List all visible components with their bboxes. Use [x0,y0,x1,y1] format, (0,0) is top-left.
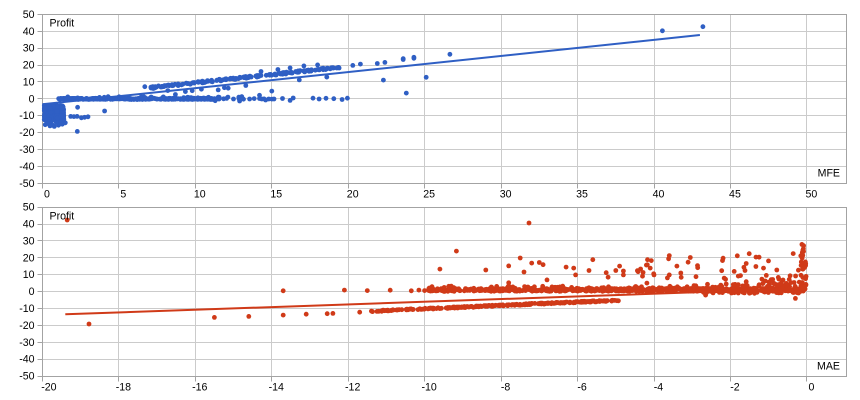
svg-text:Profit: Profit [50,18,75,30]
svg-text:-20: -20 [19,127,34,139]
svg-text:40: 40 [23,26,35,38]
svg-text:-30: -30 [19,337,34,349]
svg-text:-4: -4 [654,381,664,393]
svg-text:20: 20 [23,252,35,264]
svg-text:10: 10 [23,269,35,281]
svg-text:5: 5 [120,189,126,201]
svg-text:0: 0 [808,381,814,393]
svg-text:20: 20 [347,189,359,201]
svg-text:-10: -10 [19,110,34,122]
svg-text:-16: -16 [192,381,207,393]
svg-text:MAE: MAE [817,361,840,373]
svg-text:25: 25 [423,189,435,201]
svg-text:-10: -10 [421,381,436,393]
svg-text:-2: -2 [730,381,740,393]
svg-text:Profit: Profit [50,210,75,222]
svg-text:-50: -50 [19,178,34,190]
svg-text:0: 0 [29,93,35,105]
svg-text:-40: -40 [19,161,34,173]
svg-text:-12: -12 [345,381,360,393]
svg-text:-20: -20 [19,320,34,332]
svg-text:30: 30 [23,235,35,247]
svg-text:0: 0 [29,286,35,298]
svg-text:MFE: MFE [818,168,840,180]
svg-text:-30: -30 [19,144,34,156]
svg-text:10: 10 [23,76,35,88]
svg-text:15: 15 [270,189,282,201]
svg-text:20: 20 [23,60,35,72]
svg-text:30: 30 [500,189,512,201]
svg-text:40: 40 [23,219,35,231]
svg-text:10: 10 [194,189,206,201]
svg-text:-50: -50 [19,371,34,383]
svg-text:30: 30 [23,43,35,55]
svg-text:-18: -18 [116,381,131,393]
svg-text:0: 0 [44,189,50,201]
svg-text:-14: -14 [269,381,284,393]
svg-text:-10: -10 [19,303,34,315]
svg-text:35: 35 [576,189,588,201]
svg-text:-40: -40 [19,354,34,366]
svg-text:45: 45 [729,189,741,201]
svg-text:50: 50 [23,9,35,21]
svg-text:-20: -20 [41,381,56,393]
svg-text:-6: -6 [577,381,587,393]
svg-text:-8: -8 [501,381,511,393]
svg-text:40: 40 [653,189,665,201]
svg-text:50: 50 [806,189,818,201]
svg-text:50: 50 [23,202,35,214]
